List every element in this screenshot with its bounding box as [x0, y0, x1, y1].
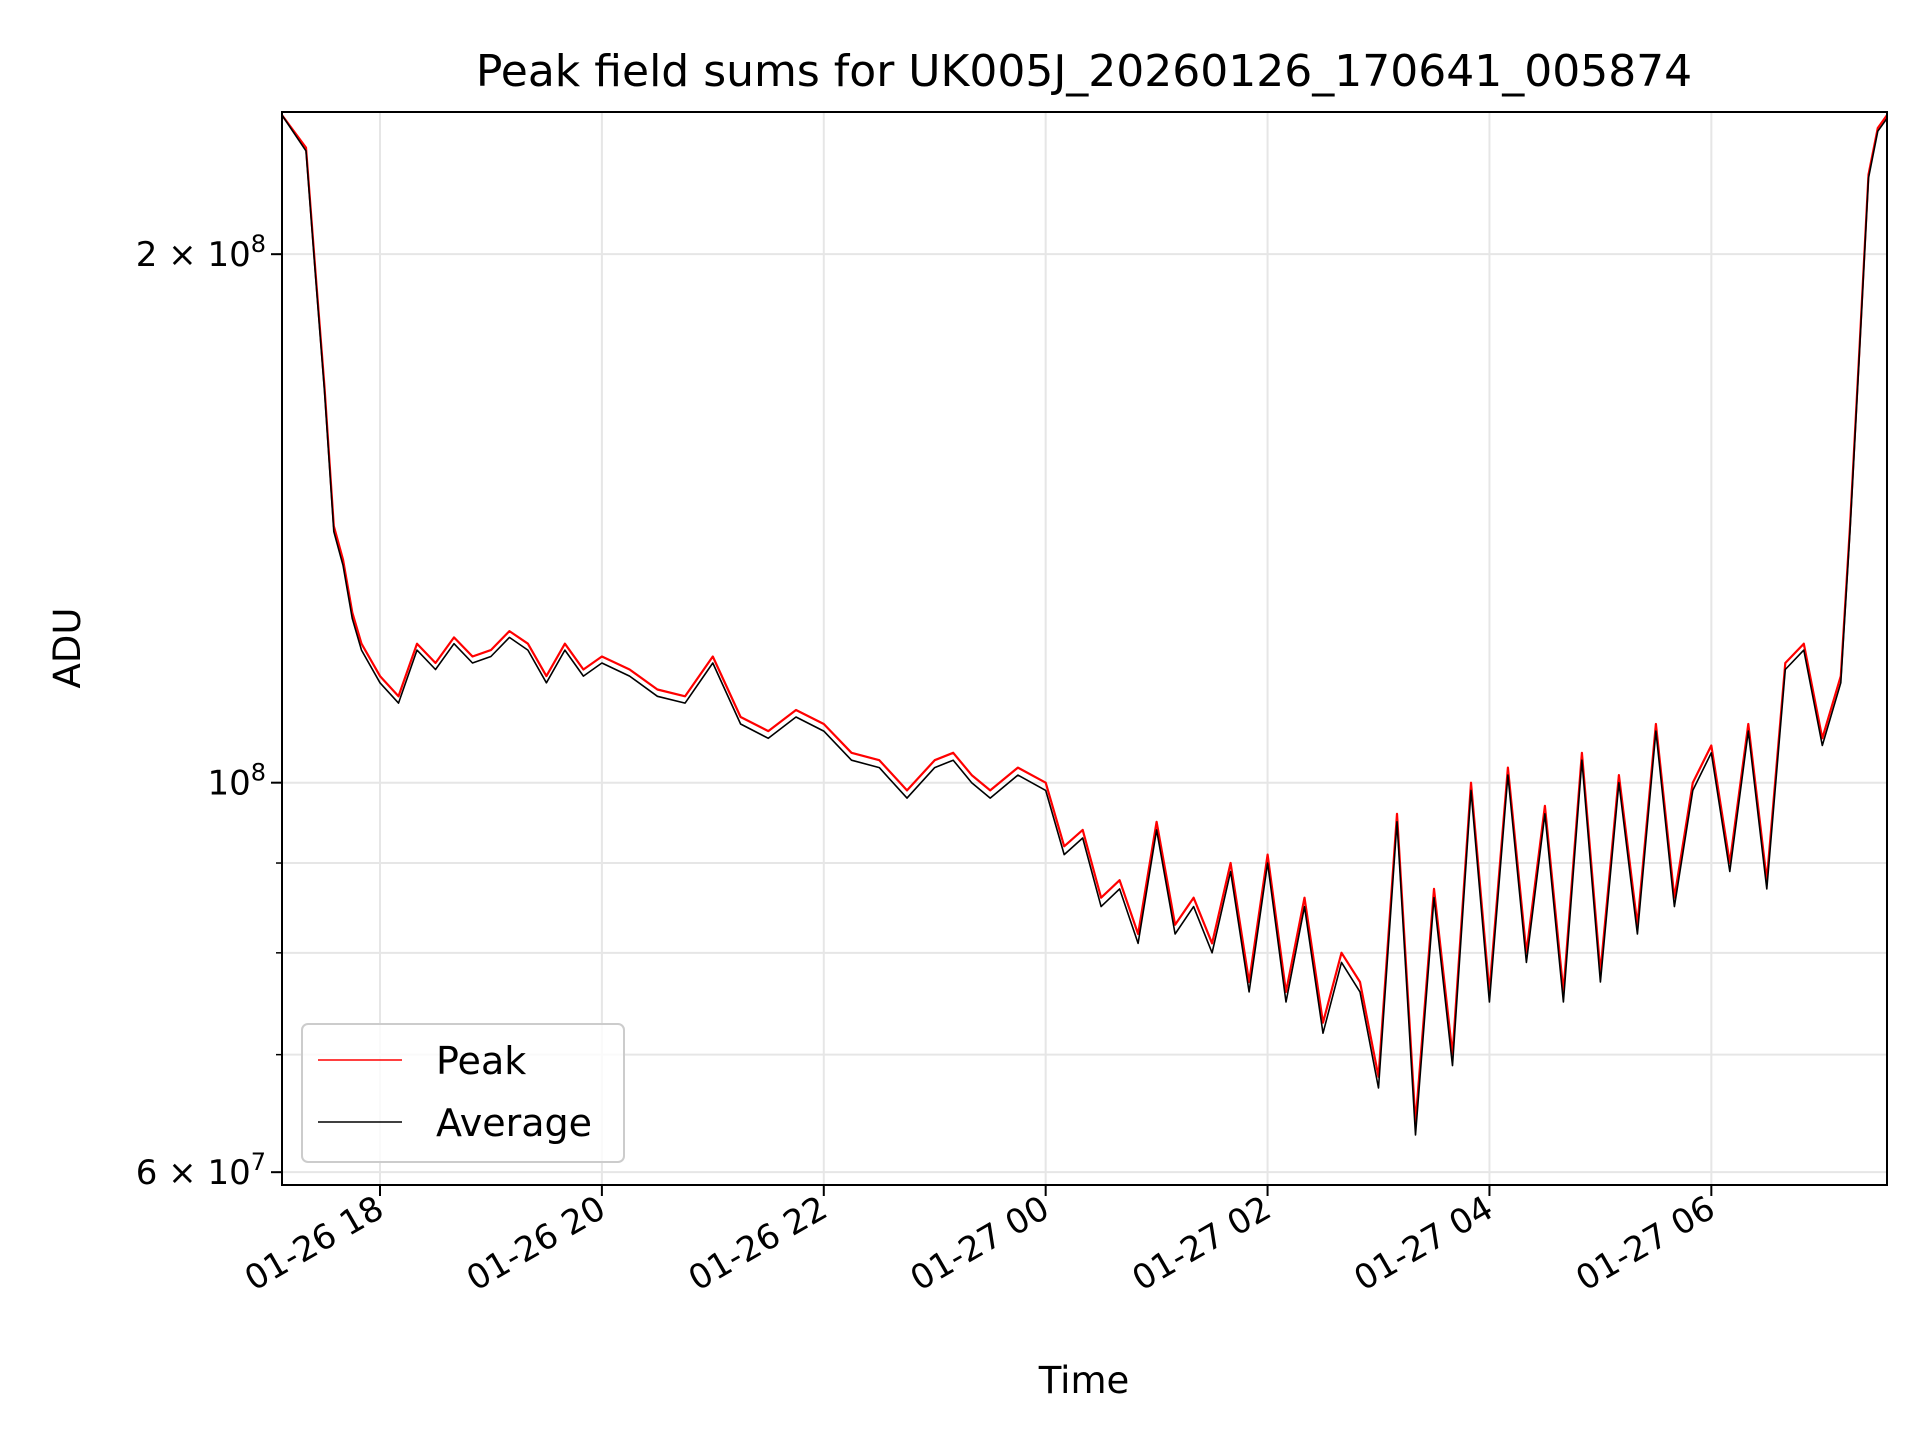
- series-line-average: [281, 114, 1888, 1136]
- x-axis-title: Time: [1038, 1359, 1130, 1402]
- y-tick-label: 2 × 108: [136, 230, 266, 275]
- legend-label-peak: Peak: [436, 1039, 526, 1083]
- legend-label-average: Average: [436, 1101, 592, 1145]
- chart-title: Peak field sums for UK005J_20260126_1706…: [476, 46, 1692, 97]
- y-tick-label: 108: [207, 759, 266, 804]
- legend-box: [301, 1023, 625, 1163]
- series-line-peak: [281, 114, 1888, 1125]
- legend: Peak Average: [301, 1023, 625, 1163]
- y-ticks: 2 × 108 108 6 × 107: [136, 230, 282, 1193]
- series-layer: [281, 114, 1888, 1136]
- y-tick-label: 6 × 107: [136, 1148, 266, 1193]
- plot-frame: [281, 111, 1888, 1186]
- y-axis-title: ADU: [46, 608, 89, 689]
- grid-layer: [282, 112, 1887, 1185]
